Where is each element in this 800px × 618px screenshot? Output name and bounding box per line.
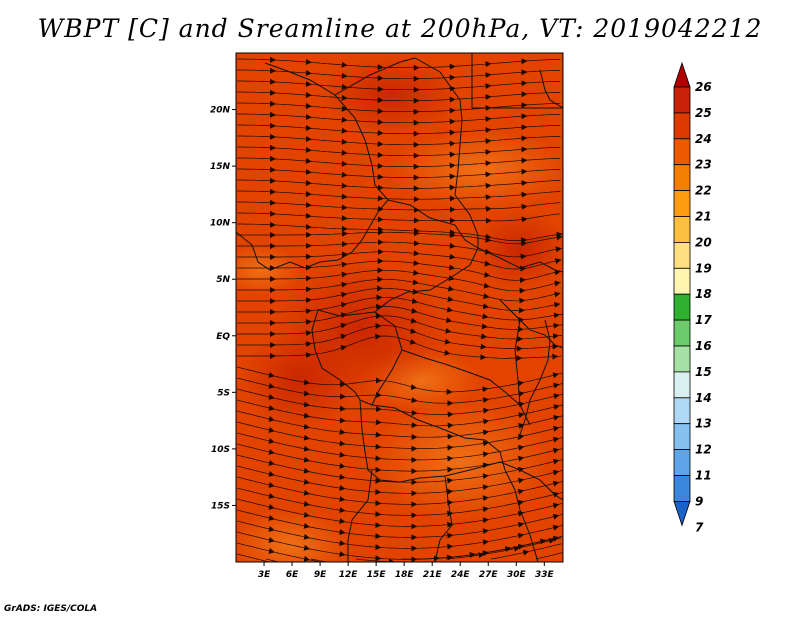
y-tick-label: EQ — [216, 332, 230, 342]
colorbar-label: 20 — [695, 235, 712, 249]
y-tick-label: 15N — [210, 162, 231, 172]
colorbar-swatch — [673, 371, 691, 399]
colorbar-label: 26 — [695, 80, 712, 94]
colorbar-label: 15 — [695, 365, 712, 379]
colorbar-swatch — [673, 267, 691, 295]
colorbar-label: 16 — [695, 339, 712, 353]
x-tick-label: 6E — [286, 570, 299, 580]
x-tick-label: 9E — [314, 570, 327, 580]
colorbar-label: 11 — [695, 469, 712, 483]
colorbar: 26 25 24 23 22 21 20 19 18 17 16 15 14 13 12 11 9 7 — [673, 61, 712, 534]
field-shading — [236, 53, 563, 562]
x-tick-label: 15E — [367, 570, 387, 580]
streamline — [236, 553, 270, 562]
y-tick-label: 10N — [210, 219, 231, 229]
colorbar-bottom-arrow — [673, 501, 691, 527]
colorbar-label: 7 — [695, 520, 704, 534]
colorbar-label: 19 — [695, 261, 712, 275]
x-tick-label: 18E — [395, 570, 415, 580]
x-tick-label: 33E — [535, 570, 555, 580]
y-tick-label: 5N — [216, 275, 230, 285]
colorbar-swatch — [673, 475, 691, 502]
colorbar-label: 21 — [695, 210, 712, 224]
x-tick-label: 30E — [507, 570, 527, 580]
plot-area — [235, 52, 564, 563]
colorbar-swatch — [673, 164, 691, 191]
y-axis: 20N 15N 10N 5N EQ 5S 10S 15S — [210, 106, 236, 511]
y-tick-label: 5S — [217, 388, 230, 398]
colorbar-label: 17 — [695, 313, 712, 327]
colorbar-swatch — [673, 190, 691, 217]
x-tick-label: 12E — [339, 570, 359, 580]
colorbar-swatch — [673, 86, 691, 114]
chart-title: WBPT [C] and Sreamline at 200hPa, VT: 20… — [37, 14, 763, 43]
colorbar-label: 24 — [695, 132, 712, 146]
colorbar-swatch — [673, 216, 691, 243]
grads-credit: GrADS: IGES/COLA — [4, 604, 98, 614]
colorbar-label: 22 — [695, 184, 712, 198]
x-tick-label: 27E — [479, 570, 499, 580]
colorbar-swatch — [673, 112, 691, 140]
colorbar-label: 23 — [695, 158, 712, 172]
y-tick-label: 20N — [210, 106, 231, 116]
colorbar-swatch — [673, 397, 691, 425]
colorbar-label: 12 — [695, 443, 712, 457]
y-tick-label: 15S — [211, 501, 230, 511]
colorbar-swatch — [673, 138, 691, 166]
x-tick-label: 3E — [258, 570, 271, 580]
plot-frame — [235, 52, 564, 563]
colorbar-swatch — [673, 423, 691, 451]
colorbar-swatch — [673, 241, 691, 269]
dark-patch — [470, 210, 563, 290]
colorbar-swatch — [673, 449, 691, 476]
streamlines — [236, 56, 563, 562]
colorbar-label: 13 — [695, 417, 712, 431]
colorbar-label: 25 — [695, 106, 712, 120]
colorbar-swatch — [673, 319, 691, 347]
x-tick-label: 21E — [423, 570, 443, 580]
country-borders — [236, 53, 563, 562]
colorbar-top-arrow — [673, 61, 691, 88]
colorbar-label: 18 — [695, 287, 712, 301]
colorbar-swatch — [673, 345, 691, 373]
x-tick-label: 24E — [451, 570, 471, 580]
colorbar-label: 14 — [695, 391, 712, 405]
colorbar-swatch — [673, 293, 691, 321]
warm-patch — [236, 245, 300, 295]
colorbar-label: 9 — [695, 494, 703, 508]
y-tick-label: 10S — [211, 445, 230, 455]
x-axis: 3E 6E 9E 12E 15E 18E 21E 24E 27E 30E 33E — [258, 562, 555, 580]
